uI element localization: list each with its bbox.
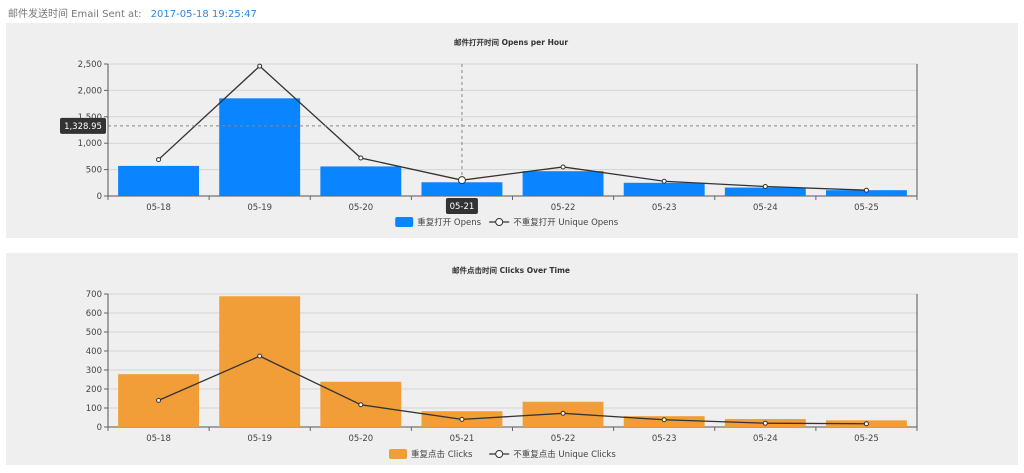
opens-per-hour-chart: 邮件打开时间 Opens per Hour 0 500 1,000 1,500 2,000… <box>60 37 918 228</box>
line-point-05-22[interactable] <box>560 164 566 170</box>
chart-legend: 重复点击 Clicks 不重复点击 Unique Clicks <box>389 449 616 460</box>
y-tick-label: 300 <box>86 366 102 376</box>
legend-label-line: 不重复打开 Unique Opens <box>513 217 619 228</box>
line-point-05-23[interactable] <box>661 417 667 423</box>
line-point-05-19[interactable] <box>257 63 263 69</box>
chart-title: 邮件点击时间 Clicks Over Time <box>452 265 570 275</box>
email-sent-value: 2017-05-18 19:25:47 <box>150 9 257 20</box>
bar-05-18[interactable] <box>118 165 200 196</box>
x-tick-label: 05-18 <box>146 434 171 444</box>
bar-05-24[interactable] <box>724 187 806 196</box>
x-tick-label: 05-18 <box>146 203 171 213</box>
legend-swatch-marker <box>495 218 504 226</box>
x-tick-label: 05-24 <box>753 203 778 213</box>
x-tick-label: 05-22 <box>551 203 576 213</box>
y-tick-label: 700 <box>86 290 102 300</box>
line-point-05-21[interactable] <box>459 416 465 422</box>
opens-chart-panel: 邮件打开时间 Opens per Hour 0 500 1,000 1,500 2,000… <box>6 23 1018 238</box>
line-point-05-18[interactable] <box>156 157 162 163</box>
line-point-05-23[interactable] <box>661 178 667 184</box>
y-pointer-text: 1,328.95 <box>64 122 102 132</box>
x-tick-label: 05-19 <box>247 434 272 444</box>
y-pointer-bg <box>60 117 106 134</box>
x-tick-label: 05-21 <box>450 434 475 444</box>
series-line-1 <box>158 355 867 425</box>
x-tick-label: 05-22 <box>551 434 576 444</box>
x-axis-pointer-label: 05-21 <box>445 198 478 214</box>
chart-legend: 重复打开 Opens 不重复打开 Unique Opens <box>395 217 619 228</box>
y-tick-label: 1,500 <box>78 113 102 123</box>
y-tick-label: 500 <box>86 328 102 338</box>
line-point-05-20[interactable] <box>358 155 364 161</box>
y-tick-label: 2,500 <box>78 60 102 70</box>
line-point-05-24[interactable] <box>762 420 768 426</box>
bar-05-25[interactable] <box>825 190 907 196</box>
line-point-05-24[interactable] <box>762 183 768 189</box>
x-pointer-text: 05-21 <box>450 202 475 212</box>
bar-05-22[interactable] <box>522 171 604 196</box>
y-tick-label: 600 <box>86 309 102 319</box>
y-tick-label: 400 <box>86 347 102 357</box>
y-tick-label: 0 <box>97 423 102 433</box>
y-tick-label: 500 <box>86 166 102 176</box>
legend-label-bar: 重复点击 Clicks <box>411 449 473 460</box>
legend-swatch-bar[interactable] <box>395 217 414 227</box>
bar-05-23[interactable] <box>623 182 705 196</box>
line-point-05-19[interactable] <box>257 353 263 359</box>
series-line-1 <box>158 65 867 191</box>
chart-title: 邮件打开时间 Opens per Hour <box>454 37 568 47</box>
line-point-05-18[interactable] <box>156 397 162 403</box>
bar-05-19[interactable] <box>219 98 301 196</box>
bar-05-19[interactable] <box>219 296 301 427</box>
legend-label-line: 不重复点击 Unique Clicks <box>513 449 616 460</box>
legend-swatch-marker <box>495 450 504 458</box>
legend-swatch-bar[interactable] <box>389 449 407 459</box>
bar-05-21[interactable] <box>421 182 503 196</box>
bar-05-20[interactable] <box>320 166 402 196</box>
line-point-05-21[interactable] <box>457 176 466 185</box>
email-sent-label: 邮件发送时间 Email Sent at: <box>8 9 142 20</box>
y-tick-label: 100 <box>86 404 102 414</box>
y-tick-label: 0 <box>97 192 102 202</box>
x-tick-label: 05-24 <box>753 434 778 444</box>
x-tick-label: 05-23 <box>652 434 677 444</box>
x-tick-label: 05-20 <box>348 203 373 213</box>
line-point-05-25[interactable] <box>863 421 869 427</box>
y-axis-pointer-label: 1,328.95 <box>60 117 106 134</box>
legend-label-bar: 重复打开 Opens <box>417 217 481 228</box>
x-tick-label: 05-25 <box>854 203 879 213</box>
x-tick-label: 05-23 <box>652 203 677 213</box>
line-point-05-22[interactable] <box>560 410 566 416</box>
y-tick-label: 1,000 <box>78 139 102 149</box>
line-point-05-25[interactable] <box>863 187 869 193</box>
y-tick-label: 200 <box>86 385 102 395</box>
x-tick-label: 05-20 <box>348 434 373 444</box>
email-sent-meta: 邮件发送时间 Email Sent at: 2017-05-18 19:25:4… <box>8 5 257 20</box>
x-tick-label: 05-25 <box>854 434 879 444</box>
clicks-over-time-chart: 邮件点击时间 Clicks Over Time 0 100 200 300 400 500 6… <box>86 265 918 460</box>
y-tick-label: 2,000 <box>78 86 102 96</box>
x-pointer-bg <box>445 198 478 214</box>
line-point-05-20[interactable] <box>358 402 364 408</box>
x-tick-label: 05-19 <box>247 203 272 213</box>
clicks-chart-panel: 邮件点击时间 Clicks Over Time 0 100 200 300 400 500 6… <box>6 253 1018 465</box>
